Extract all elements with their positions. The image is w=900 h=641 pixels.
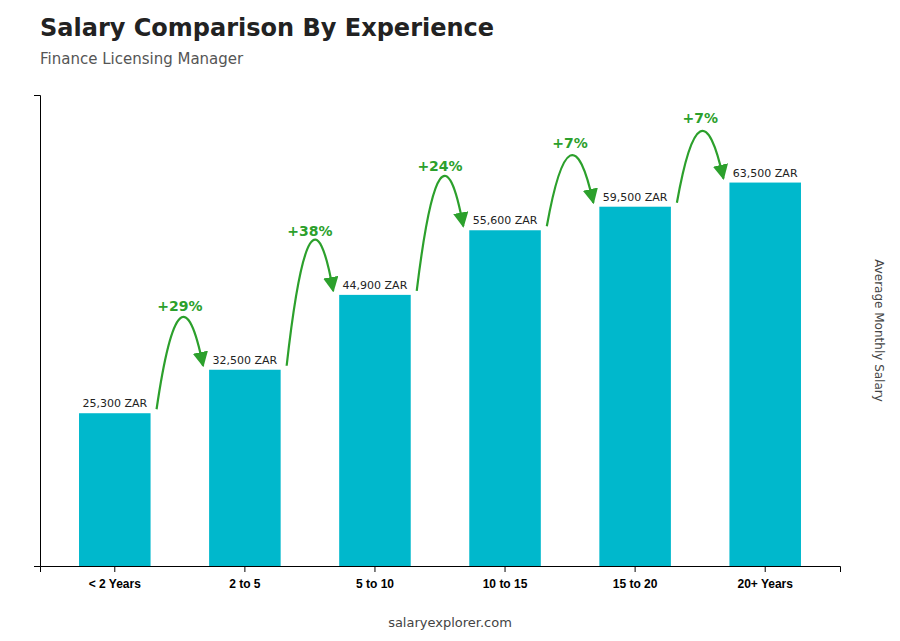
- data-label: 44,900 ZAR: [343, 279, 408, 292]
- bar: [729, 183, 801, 566]
- data-label: 25,300 ZAR: [82, 397, 147, 410]
- x-tick: 15 to 20: [613, 566, 658, 591]
- y-axis: [34, 96, 41, 567]
- bars: [79, 183, 801, 566]
- x-tick: 2 to 5: [229, 566, 261, 591]
- subtitle: Finance Licensing Manager: [40, 50, 244, 68]
- y-axis-line: [34, 96, 41, 567]
- data-labels: 25,300 ZAR 32,500 ZAR 44,900 ZAR 55,600 ZAR…: [82, 167, 797, 411]
- x-tick-mark: [505, 566, 506, 572]
- x-tick-label: 10 to 15: [483, 577, 528, 591]
- title: Salary Comparison By Experience: [40, 14, 494, 42]
- x-tick-mark: [244, 566, 245, 572]
- x-tick: 20+ Years: [737, 566, 793, 591]
- pct-label: +7%: [552, 135, 588, 151]
- annotations: +29% +38% +24% +7% +7%: [157, 110, 724, 409]
- x-tick-label: 20+ Years: [737, 577, 793, 591]
- pct-label: +29%: [157, 298, 202, 314]
- pct-arrow: [547, 155, 594, 226]
- x-tick-label: < 2 Years: [89, 577, 141, 591]
- x-tick: 5 to 10: [356, 566, 394, 591]
- pct-label: +7%: [682, 110, 718, 126]
- x-axis-line: [41, 567, 841, 573]
- bar: [599, 207, 671, 566]
- data-label: 59,500 ZAR: [603, 191, 668, 204]
- bar: [79, 413, 151, 566]
- bar: [339, 295, 411, 566]
- x-tick-label: 15 to 20: [613, 577, 658, 591]
- bar: [469, 230, 541, 566]
- pct-arrow: [677, 131, 724, 203]
- x-tick-mark: [765, 566, 766, 572]
- chart: Salary Comparison By Experience Finance L…: [0, 0, 900, 641]
- x-tick-label: 5 to 10: [356, 577, 394, 591]
- pct-arrow: [417, 176, 464, 291]
- pct-arrow: [287, 240, 334, 366]
- x-tick: 10 to 15: [483, 566, 528, 591]
- pct-arrow: [157, 317, 204, 409]
- pct-label: +24%: [417, 158, 462, 174]
- bar: [209, 370, 281, 566]
- pct-label: +38%: [287, 223, 332, 239]
- x-tick: < 2 Years: [89, 566, 141, 591]
- x-axis: < 2 Years 2 to 5 5 to 10 10 to 15 15 to 20 20…: [41, 566, 841, 591]
- data-label: 63,500 ZAR: [733, 167, 798, 180]
- x-tick-mark: [635, 566, 636, 572]
- plot: < 2 Years 2 to 5 5 to 10 10 to 15 15 to 20 20…: [34, 96, 841, 592]
- x-tick-label: 2 to 5: [229, 577, 261, 591]
- y-axis-title: Average Monthly Salary: [872, 259, 886, 402]
- x-tick-mark: [114, 566, 115, 572]
- data-label: 55,600 ZAR: [473, 214, 538, 227]
- footer: salaryexplorer.com: [388, 615, 512, 630]
- data-label: 32,500 ZAR: [213, 354, 278, 367]
- x-tick-mark: [374, 566, 375, 572]
